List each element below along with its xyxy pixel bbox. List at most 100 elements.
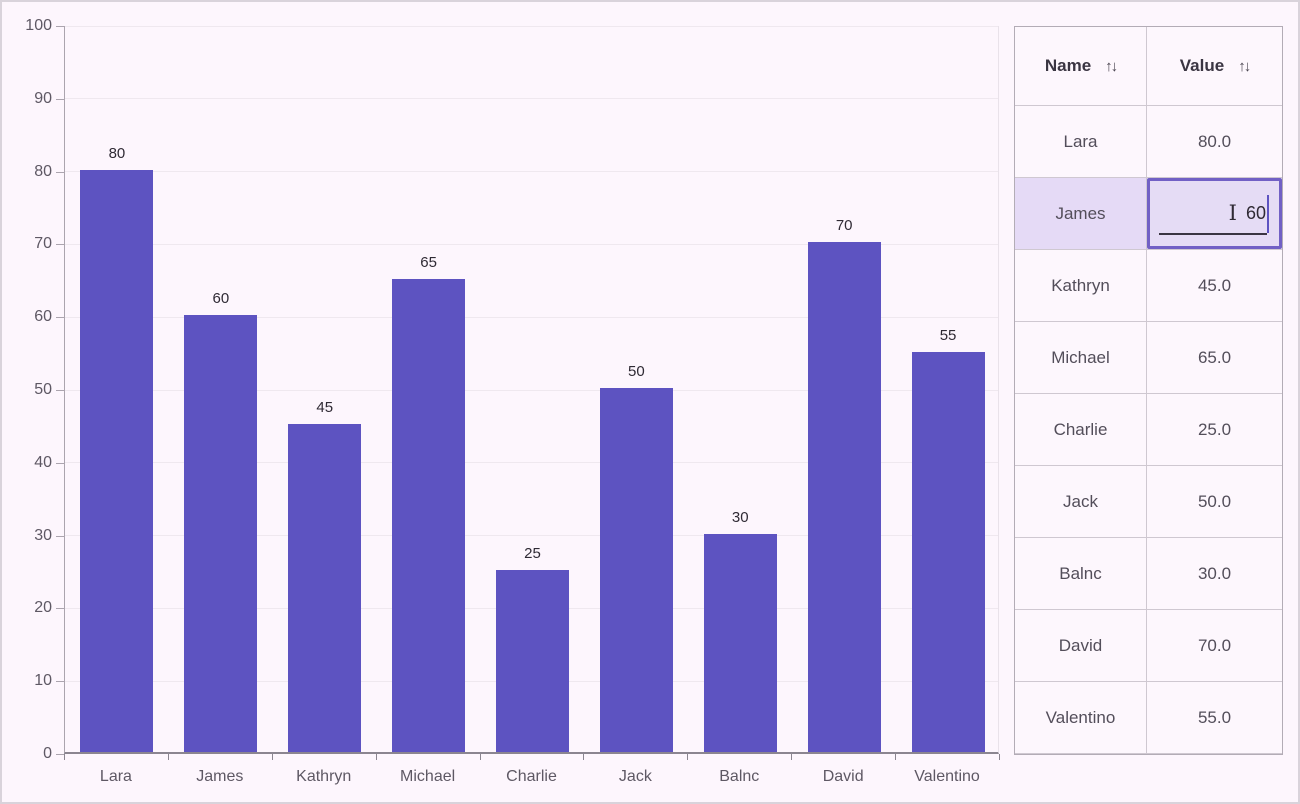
gridline (65, 25, 998, 27)
x-axis-tick-mark (895, 754, 897, 760)
text-caret (1267, 194, 1269, 233)
value-cell[interactable]: 25.0 (1147, 394, 1282, 466)
x-axis-tick-mark (791, 754, 793, 760)
bar-valentino (911, 351, 985, 752)
table-row-charlie: Charlie 25.0 (1015, 394, 1282, 466)
bar-value-label: 45 (316, 399, 334, 417)
bar-value-label: 55 (939, 326, 957, 344)
sort-icon[interactable]: ↑↓ (1105, 57, 1118, 75)
bar-value-label: 70 (835, 217, 853, 235)
x-axis-category-label: Valentino (914, 768, 980, 785)
y-axis-tick-label: 90 (34, 89, 52, 107)
x-axis-tick-mark (687, 754, 689, 760)
x-axis-tick-mark (64, 754, 65, 760)
x-axis-category-label: Michael (400, 768, 456, 785)
value-cell[interactable]: 30.0 (1147, 538, 1282, 610)
value-cell[interactable]: 65.0 (1147, 322, 1282, 394)
grid-body: Lara 80.0 James I 60 Kathryn 45.0 Michael 65.0 Ch… (1015, 106, 1282, 754)
y-axis-tick-label: 60 (34, 308, 52, 326)
x-axis-category-label: David (822, 768, 864, 785)
y-axis-tick-label: 20 (34, 599, 52, 617)
name-cell[interactable]: Kathryn (1015, 250, 1147, 322)
bar-charlie (496, 570, 569, 752)
gridline (65, 243, 998, 245)
x-axis-category-label: Kathryn (296, 768, 352, 785)
chart-plot-area: 80 60 45 65 25 50 30 70 55 (64, 25, 999, 754)
y-axis-tick-label: 10 (34, 672, 52, 690)
y-axis-tick-label: 30 (34, 526, 52, 544)
name-cell[interactable]: Jack (1015, 466, 1147, 538)
gridline (65, 535, 998, 537)
x-axis-tick-mark (167, 754, 169, 760)
gridline (65, 389, 998, 391)
gridline (65, 98, 998, 100)
x-axis-tick-mark (583, 754, 585, 760)
bar-david (807, 242, 881, 752)
x-axis-category-label: Lara (99, 768, 132, 785)
edit-underline (1159, 233, 1267, 235)
column-header-name[interactable]: Name ↑↓ (1015, 27, 1147, 106)
edit-value-text: 60 (1245, 203, 1266, 223)
name-cell[interactable]: Valentino (1015, 682, 1147, 754)
x-axis-category-label: Jack (618, 768, 652, 785)
y-axis-tick-label: 40 (34, 453, 52, 471)
bar-chart: 80 60 45 65 25 50 30 70 55 0 10 20 30 40 50 60 70 80 90 10… (2, 2, 1012, 802)
value-cell[interactable]: 50.0 (1147, 466, 1282, 538)
y-axis-tick-mark (56, 390, 64, 391)
bar-james (184, 315, 258, 752)
y-axis-tick-mark (56, 317, 64, 319)
table-row-lara: Lara 80.0 (1015, 106, 1282, 178)
ibeam-cursor-icon: I (1228, 201, 1237, 225)
column-header-name-label: Name (1044, 56, 1092, 75)
bar-lara (80, 169, 154, 752)
table-row-jack: Jack 50.0 (1015, 466, 1282, 538)
value-cell[interactable]: I 60 (1147, 178, 1282, 250)
x-axis-tick-mark (999, 754, 1000, 760)
sort-icon[interactable]: ↑↓ (1238, 57, 1251, 75)
table-row-james: James I 60 (1015, 178, 1282, 250)
grid-header-row: Name ↑↓ Value ↑↓ (1015, 27, 1282, 106)
bar-michael (392, 278, 466, 752)
bar-value-label: 65 (420, 253, 437, 271)
table-row-balnc: Balnc 30.0 (1015, 538, 1282, 610)
name-cell[interactable]: Balnc (1015, 538, 1147, 610)
bar-balnc (703, 533, 777, 752)
y-axis-tick-label: 80 (34, 162, 52, 180)
y-axis-tick-label: 0 (43, 745, 52, 762)
x-axis-tick-mark (479, 754, 481, 760)
column-header-value-label: Value (1179, 56, 1225, 75)
y-axis-tick-mark (56, 171, 64, 173)
y-axis-tick-mark (56, 754, 64, 755)
bar-value-label: 50 (628, 363, 645, 380)
table-row-david: David 70.0 (1015, 610, 1282, 682)
name-cell[interactable]: David (1015, 610, 1147, 682)
x-axis-tick-mark (375, 754, 377, 760)
value-cell[interactable]: 80.0 (1147, 106, 1282, 178)
gridline (65, 171, 998, 173)
x-axis-category-label: Balnc (719, 768, 760, 785)
table-row-kathryn: Kathryn 45.0 (1015, 250, 1282, 322)
bar-value-label: 60 (212, 290, 230, 308)
gridline (65, 462, 998, 464)
name-cell[interactable]: Charlie (1015, 394, 1147, 466)
value-edit-input[interactable]: I 60 (1147, 178, 1282, 249)
y-axis-tick-mark (56, 462, 64, 464)
column-header-value[interactable]: Value ↑↓ (1147, 27, 1282, 106)
value-cell[interactable]: 70.0 (1147, 610, 1282, 682)
bar-value-label: 30 (731, 508, 749, 526)
data-grid: Name ↑↓ Value ↑↓ Lara 80.0 James I 60 Kathryn… (1014, 26, 1283, 755)
y-axis-tick-label: 70 (34, 235, 52, 253)
bar-jack (599, 388, 673, 752)
value-cell[interactable]: 55.0 (1147, 682, 1282, 754)
bar-value-label: 25 (524, 545, 541, 562)
x-axis-tick-mark (271, 754, 273, 760)
y-axis-tick-mark (56, 608, 64, 610)
x-axis-category-label: Charlie (506, 768, 557, 785)
x-axis-category-label: James (196, 768, 244, 785)
name-cell[interactable]: Lara (1015, 106, 1147, 178)
value-cell[interactable]: 45.0 (1147, 250, 1282, 322)
name-cell[interactable]: Michael (1015, 322, 1147, 394)
y-axis-tick-mark (56, 26, 64, 27)
name-cell[interactable]: James (1015, 178, 1147, 250)
